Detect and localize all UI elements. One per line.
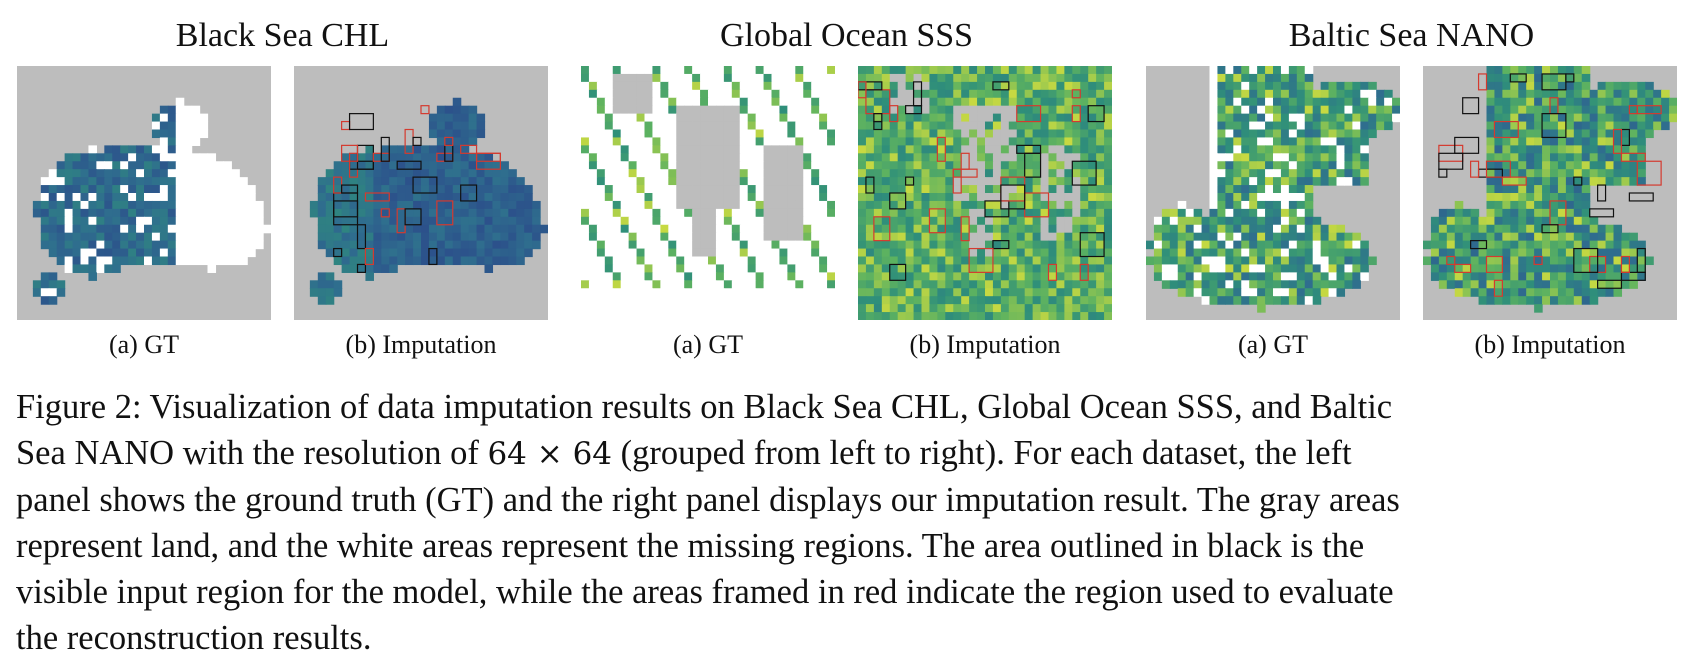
black-sea-imputation-label: (b) Imputation bbox=[345, 330, 497, 359]
global-ocean-imputation-label: (b) Imputation bbox=[909, 330, 1061, 359]
black-sea-gt-panel bbox=[17, 66, 271, 320]
global-ocean-imputation-panel bbox=[858, 66, 1112, 320]
caption-text: Sea NANO with the resolution of bbox=[16, 434, 488, 472]
global-ocean-gt-label: (a) GT bbox=[672, 330, 743, 359]
group-title-global-ocean: Global Ocean SSS bbox=[719, 17, 974, 54]
black-sea-gt-label: (a) GT bbox=[108, 330, 179, 359]
caption-line: panel shows the ground truth (GT) and th… bbox=[16, 481, 1400, 519]
group-title-baltic-sea: Baltic Sea NANO bbox=[1288, 17, 1535, 54]
caption-line: visible input region for the model, whil… bbox=[16, 573, 1394, 611]
baltic-sea-imputation-label: (b) Imputation bbox=[1474, 330, 1626, 359]
caption-line: represent land, and the white areas repr… bbox=[16, 527, 1365, 565]
baltic-sea-imputation-panel bbox=[1423, 66, 1677, 320]
global-ocean-gt-panel bbox=[581, 66, 835, 320]
caption-line: Figure 2: Visualization of data imputati… bbox=[16, 388, 1393, 426]
baltic-sea-gt-label: (a) GT bbox=[1237, 330, 1308, 359]
caption-math: 64 × 64 bbox=[487, 436, 613, 472]
black-sea-imputation-panel bbox=[294, 66, 548, 320]
caption-text: (grouped from left to right). For each d… bbox=[612, 434, 1352, 472]
group-title-black-sea: Black Sea CHL bbox=[175, 17, 390, 54]
caption-line: the reconstruction results. bbox=[16, 619, 372, 657]
baltic-sea-gt-panel bbox=[1146, 66, 1400, 320]
caption-line: Sea NANO with the resolution of 64 × 64 … bbox=[16, 430, 1678, 477]
figure-caption: Figure 2: Visualization of data imputati… bbox=[16, 384, 1678, 661]
